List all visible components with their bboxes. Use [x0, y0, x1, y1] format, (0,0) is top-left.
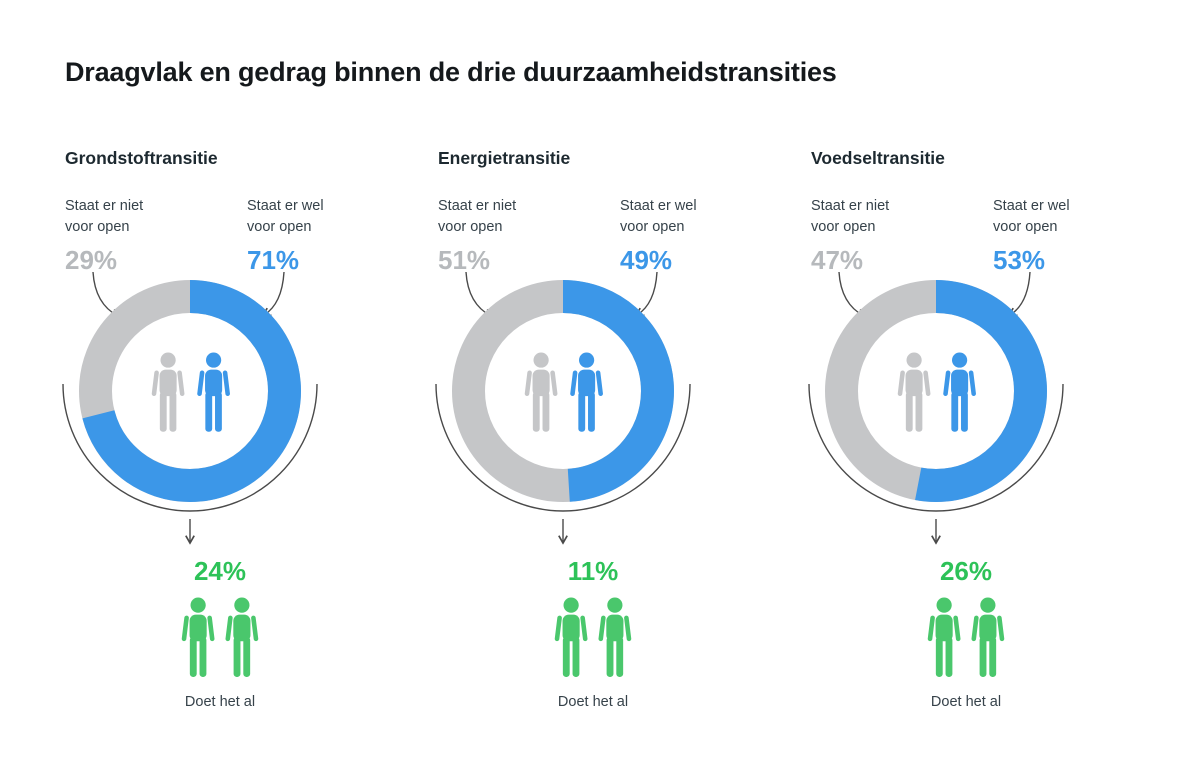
- not-open-block: Staat er niet voor open 29%: [65, 196, 143, 276]
- chart-title: Energietransitie: [438, 148, 571, 168]
- behavior-percentage: 24%: [193, 556, 247, 586]
- page-title: Draagvlak en gedrag binnen de drie duurz…: [65, 57, 837, 87]
- open-label-line1: Staat er wel: [993, 198, 1070, 214]
- not-open-label-line1: Staat er niet: [65, 198, 144, 214]
- bracket-arc: [435, 383, 691, 512]
- not-open-label-line2: voor open: [811, 219, 876, 235]
- behavior-label: Doet het al: [184, 694, 256, 710]
- not-open-label-line1: Staat er niet: [438, 198, 517, 214]
- open-block: Staat er wel voor open 53%: [993, 196, 1070, 276]
- not-open-label-line2: voor open: [65, 219, 130, 235]
- pointer-arrow-left-icon: [465, 271, 491, 316]
- open-percentage: 71%: [247, 245, 300, 275]
- donut-chart: [808, 271, 1064, 564]
- chart-energietransitie: Energietransitie Staat er niet voor open…: [435, 0, 748, 757]
- behavior-block: 26% Doet het al: [811, 556, 1121, 710]
- behavior-persons: [438, 597, 748, 682]
- open-label-line2: voor open: [247, 219, 312, 235]
- chart-title: Voedseltransitie: [811, 148, 945, 168]
- pointer-arrow-right-icon: [637, 271, 658, 315]
- not-open-percentage: 47%: [811, 245, 864, 275]
- open-percentage: 53%: [993, 245, 1046, 275]
- person-blue-icon: [942, 352, 977, 432]
- donut-chart: [62, 271, 318, 564]
- behavior-label: Doet het al: [930, 694, 1002, 710]
- not-open-label-line2: voor open: [438, 219, 503, 235]
- person-gray-icon: [151, 352, 185, 432]
- bracket-arc: [62, 383, 318, 512]
- donut-chart: [435, 271, 691, 564]
- open-label-line1: Staat er wel: [247, 198, 324, 214]
- behavior-percentage: 11%: [567, 556, 619, 586]
- donut-open-segment: [452, 280, 674, 502]
- green-persons-icon: [554, 597, 632, 677]
- not-open-percentage: 51%: [438, 245, 491, 275]
- open-label-line1: Staat er wel: [620, 198, 697, 214]
- green-persons-icon: [181, 597, 259, 677]
- open-percentage: 49%: [620, 245, 673, 275]
- not-open-block: Staat er niet voor open 51%: [438, 196, 516, 276]
- behavior-percentage: 26%: [939, 556, 993, 586]
- behavior-label: Doet het al: [557, 694, 629, 710]
- open-block: Staat er wel voor open 49%: [620, 196, 697, 276]
- open-label-line2: voor open: [993, 219, 1058, 235]
- green-persons-icon: [927, 597, 1005, 677]
- person-gray-icon: [524, 352, 558, 432]
- open-label-line2: voor open: [620, 219, 685, 235]
- pointer-arrow-left-icon: [838, 271, 864, 316]
- chart-voedseltransitie: Voedseltransitie Staat er niet voor open…: [808, 0, 1121, 757]
- person-blue-icon: [569, 352, 604, 432]
- person-blue-icon: [196, 352, 231, 432]
- pointer-arrow-right-icon: [264, 271, 285, 315]
- not-open-label-line1: Staat er niet: [811, 198, 890, 214]
- person-gray-icon: [897, 352, 931, 432]
- behavior-block: 11% Doet het al: [438, 556, 748, 710]
- donut-open-segment: [79, 280, 301, 502]
- behavior-persons: [65, 597, 375, 682]
- behavior-persons: [811, 597, 1121, 682]
- behavior-block: 24% Doet het al: [65, 556, 375, 710]
- open-block: Staat er wel voor open 71%: [247, 196, 324, 276]
- donut-open-segment: [825, 280, 1047, 502]
- bracket-arc: [808, 383, 1064, 512]
- chart-grondstoftransitie: Grondstoftransitie Staat er niet voor op…: [62, 0, 375, 757]
- not-open-block: Staat er niet voor open 47%: [811, 196, 889, 276]
- chart-title: Grondstoftransitie: [65, 148, 218, 168]
- pointer-arrow-left-icon: [92, 271, 118, 316]
- pointer-arrow-right-icon: [1010, 271, 1031, 315]
- not-open-percentage: 29%: [65, 245, 118, 275]
